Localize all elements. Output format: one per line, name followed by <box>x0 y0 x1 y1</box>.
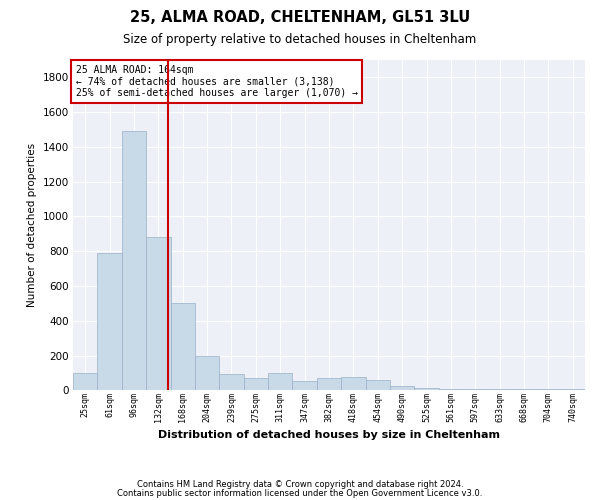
Bar <box>317 378 341 390</box>
Text: Contains HM Land Registry data © Crown copyright and database right 2024.: Contains HM Land Registry data © Crown c… <box>137 480 463 489</box>
Y-axis label: Number of detached properties: Number of detached properties <box>27 143 37 307</box>
Bar <box>122 132 146 390</box>
Bar <box>97 253 122 390</box>
Text: 25, ALMA ROAD, CHELTENHAM, GL51 3LU: 25, ALMA ROAD, CHELTENHAM, GL51 3LU <box>130 10 470 25</box>
Bar <box>292 380 317 390</box>
Bar <box>73 373 97 390</box>
Bar <box>390 386 415 390</box>
Bar <box>439 388 463 390</box>
Bar <box>268 373 292 390</box>
Bar <box>195 356 219 390</box>
Bar <box>170 304 195 390</box>
Bar <box>219 374 244 390</box>
Text: 25 ALMA ROAD: 164sqm
← 74% of detached houses are smaller (3,138)
25% of semi-de: 25 ALMA ROAD: 164sqm ← 74% of detached h… <box>76 65 358 98</box>
Bar <box>341 377 365 390</box>
X-axis label: Distribution of detached houses by size in Cheltenham: Distribution of detached houses by size … <box>158 430 500 440</box>
Bar <box>415 388 439 390</box>
Bar <box>365 380 390 390</box>
Bar <box>244 378 268 390</box>
Text: Size of property relative to detached houses in Cheltenham: Size of property relative to detached ho… <box>124 32 476 46</box>
Bar <box>146 238 170 390</box>
Text: Contains public sector information licensed under the Open Government Licence v3: Contains public sector information licen… <box>118 488 482 498</box>
